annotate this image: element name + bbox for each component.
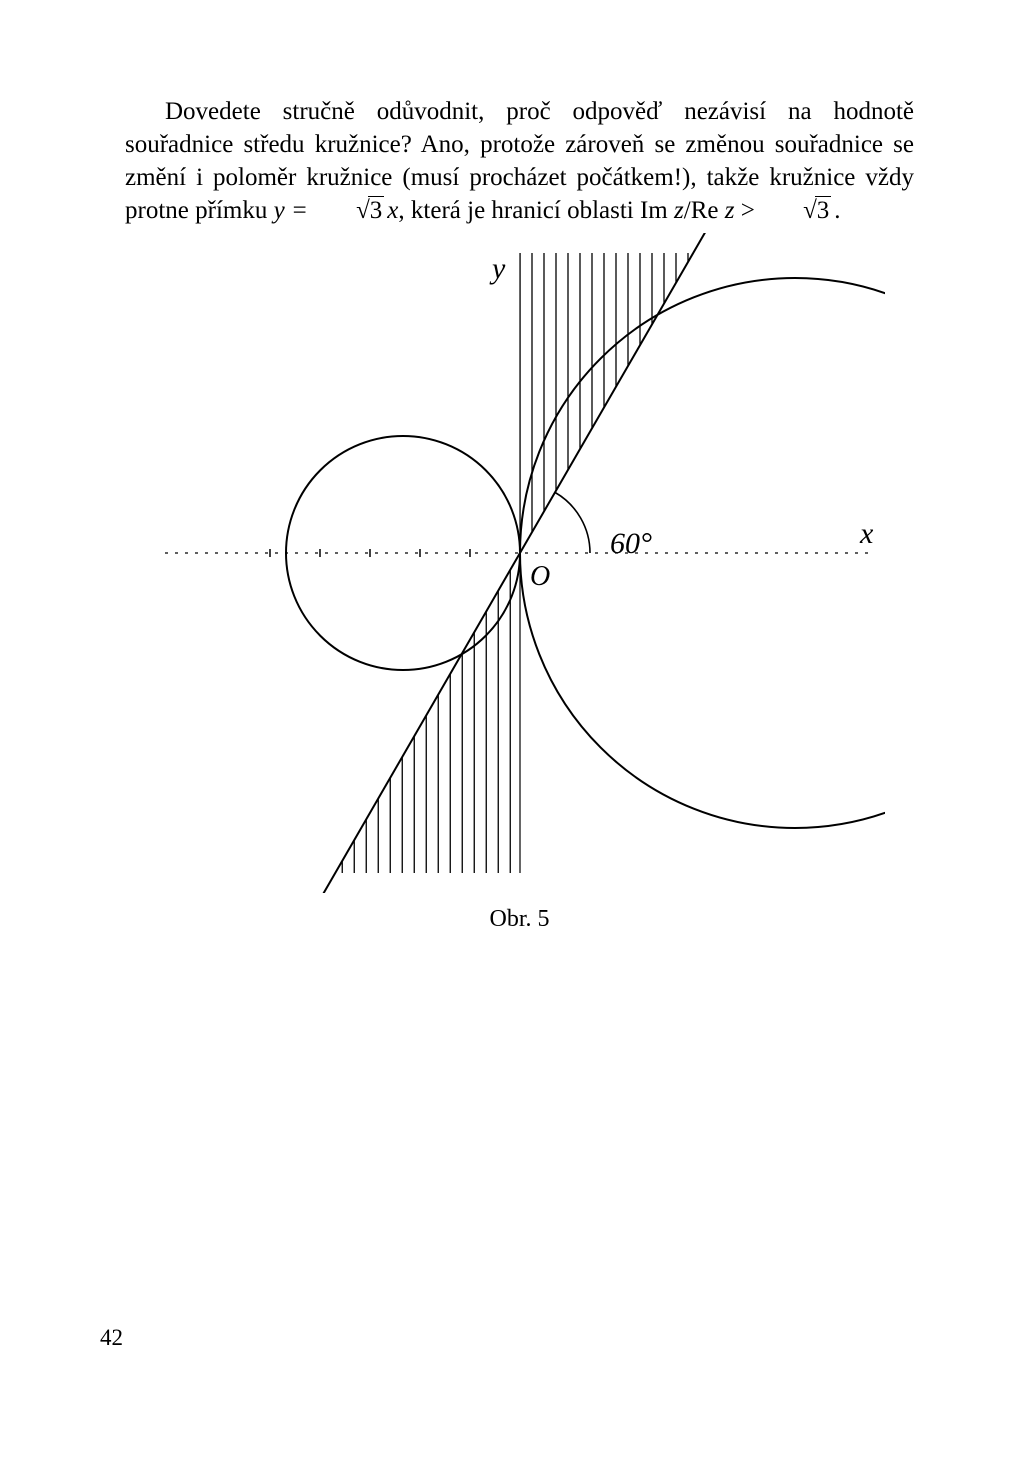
eq-y: y = [274, 197, 314, 224]
figure-caption: Obr. 5 [155, 906, 885, 933]
para-text-3: /Re [684, 197, 725, 224]
para-text-4: > [734, 197, 761, 224]
page-number: 42 [100, 1325, 123, 1351]
svg-text:x: x [859, 517, 874, 550]
para-text-2: , která je hranicí oblasti Im [398, 197, 674, 224]
z-var-2: z [725, 197, 735, 224]
sqrt-3-b: 3 [761, 194, 834, 227]
body-paragraph: Dovedete stručně odůvodnit, proč odpověď… [125, 95, 914, 227]
figure-svg: y x O 60° [155, 233, 885, 893]
z-var-1: z [674, 197, 684, 224]
svg-text:O: O [530, 561, 550, 592]
svg-text:60°: 60° [610, 527, 652, 560]
para-text-5: . [834, 197, 840, 224]
sqrt-3-a: 3 [314, 194, 387, 227]
eq-x: x [387, 197, 398, 224]
svg-text:y: y [489, 252, 506, 285]
figure-5: y x O 60° Obr. 5 [155, 233, 885, 933]
